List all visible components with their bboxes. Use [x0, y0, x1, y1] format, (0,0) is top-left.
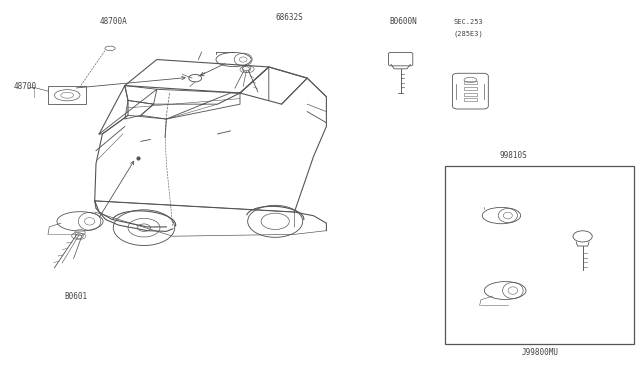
Text: 48700: 48700	[14, 82, 37, 91]
Bar	[464, 93, 477, 96]
Bar	[464, 81, 477, 84]
Text: 68632S: 68632S	[275, 13, 303, 22]
Text: (285E3): (285E3)	[453, 31, 483, 37]
Text: B0600N: B0600N	[389, 17, 417, 26]
Bar	[445, 166, 634, 344]
Bar	[464, 87, 477, 90]
Text: J99800MU: J99800MU	[522, 348, 559, 357]
Text: SEC.253: SEC.253	[453, 19, 483, 25]
Text: B0601: B0601	[64, 292, 87, 301]
Bar	[464, 98, 477, 101]
Bar	[48, 86, 86, 104]
Text: 48700A: 48700A	[99, 17, 127, 26]
Text: 99810S: 99810S	[499, 151, 527, 160]
